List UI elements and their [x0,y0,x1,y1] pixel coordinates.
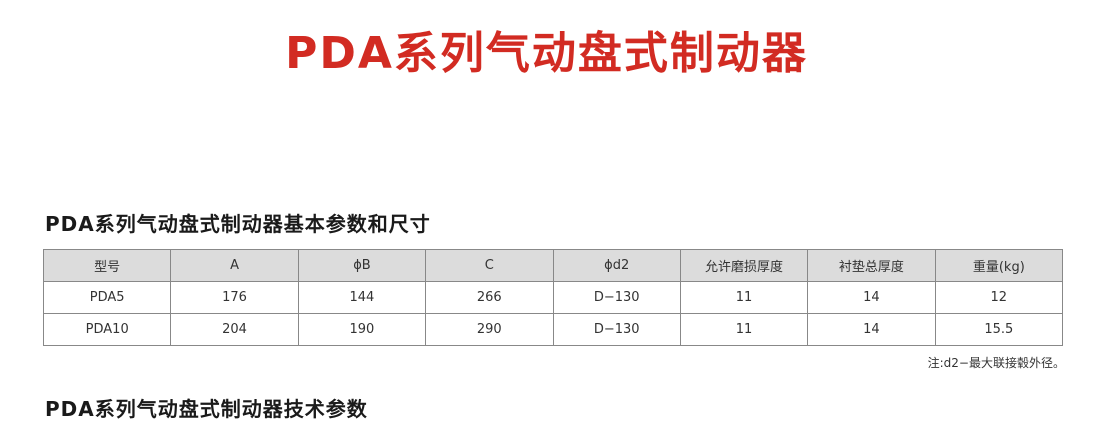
column-header: 衬垫总厚度 [807,249,936,282]
section-heading-technical: PDA系列气动盘式制动器技术参数 [45,397,368,421]
table-cell: 190 [297,313,427,346]
column-header: 重量(kg) [934,249,1064,282]
table-note: 注:d2−最大联接毂外径。 [927,356,1065,370]
table-cell: D−130 [552,313,681,346]
column-header: A [170,249,299,282]
table-cell: 266 [425,281,554,314]
table-cell: PDA10 [42,313,172,346]
section-heading-dimensions: PDA系列气动盘式制动器基本参数和尺寸 [45,212,431,236]
table-cell: D−130 [552,281,681,314]
column-header: 型号 [42,249,172,282]
table-cell: 14 [807,281,936,314]
table-cell: 12 [934,281,1064,314]
table-cell: PDA5 [42,281,172,314]
column-header: ϕd2 [552,249,681,282]
table-cell: 14 [807,313,936,346]
table-row: PDA10 204 190 290 D−130 11 14 15.5 [42,313,1064,346]
table-cell: 176 [170,281,299,314]
table-cell: 204 [170,313,299,346]
column-header: 允许磨损厚度 [679,249,809,282]
page-title: PDA系列气动盘式制动器 [285,28,808,79]
table-cell: 144 [297,281,427,314]
table-row: PDA5 176 144 266 D−130 11 14 12 [42,281,1064,314]
table-cell: 11 [679,313,809,346]
table-cell: 15.5 [934,313,1064,346]
table-cell: 11 [679,281,809,314]
table-cell: 290 [425,313,554,346]
column-header: C [425,249,554,282]
column-header: ϕB [297,249,427,282]
